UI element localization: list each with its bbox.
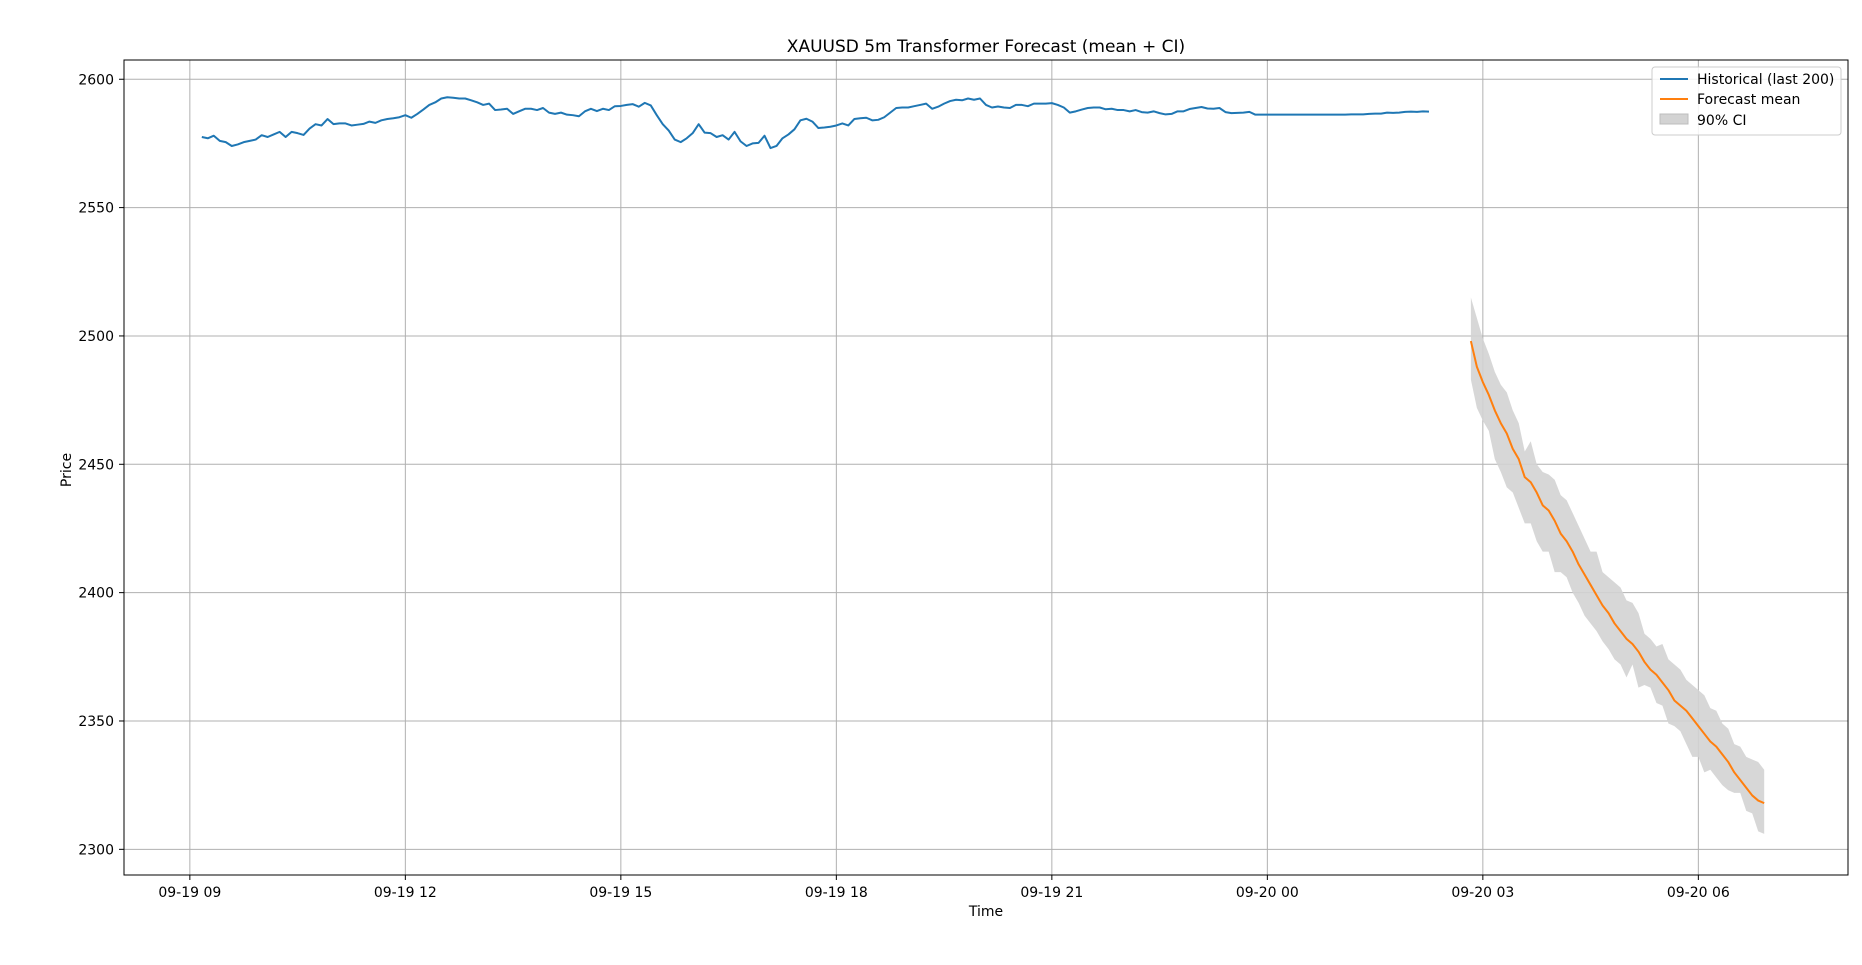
- y-tick-label: 2300: [78, 842, 114, 858]
- y-tick-label: 2500: [78, 329, 114, 345]
- ci-band-layer: [1470, 297, 1765, 834]
- y-axis-ticks: 2300 2350 2400 2450 2500 2550 2600: [78, 72, 124, 858]
- y-tick-label: 2400: [78, 586, 114, 602]
- x-axis-ticks: 09-19 09 09-19 12 09-19 15 09-19 18 09-19 21…: [158, 875, 1730, 901]
- historical-series-line: [201, 96, 1430, 150]
- x-tick-label: 09-19 12: [374, 885, 437, 901]
- x-tick-label: 09-19 15: [589, 885, 652, 901]
- x-tick-label: 09-20 03: [1451, 885, 1514, 901]
- ci-band: [1470, 297, 1765, 834]
- series-layer: [201, 96, 1765, 805]
- legend: Historical (last 200) Forecast mean 90% …: [1651, 66, 1842, 136]
- x-tick-label: 09-19 21: [1020, 885, 1083, 901]
- x-axis-title: Time: [968, 904, 1003, 920]
- x-tick-label: 09-19 18: [805, 885, 868, 901]
- grid: [124, 60, 1848, 875]
- forecast-mean-line: [1469, 340, 1765, 805]
- x-tick-label: 09-19 09: [158, 885, 221, 901]
- y-axis-title: Price: [59, 453, 75, 487]
- y-tick-label: 2550: [78, 201, 114, 217]
- legend-label-ci: 90% CI: [1697, 113, 1746, 129]
- legend-label-forecast: Forecast mean: [1697, 92, 1800, 108]
- y-tick-label: 2600: [78, 72, 114, 88]
- x-tick-label: 09-20 06: [1667, 885, 1730, 901]
- y-tick-label: 2450: [78, 457, 114, 473]
- chart-title: XAUUSD 5m Transformer Forecast (mean + C…: [787, 37, 1185, 57]
- legend-label-historical: Historical (last 200): [1697, 72, 1834, 88]
- x-tick-label: 09-20 00: [1236, 885, 1299, 901]
- plot-frame: [123, 59, 1849, 876]
- legend-box: [1651, 66, 1842, 136]
- legend-swatch-ci: [1659, 113, 1689, 125]
- y-tick-label: 2350: [78, 714, 114, 730]
